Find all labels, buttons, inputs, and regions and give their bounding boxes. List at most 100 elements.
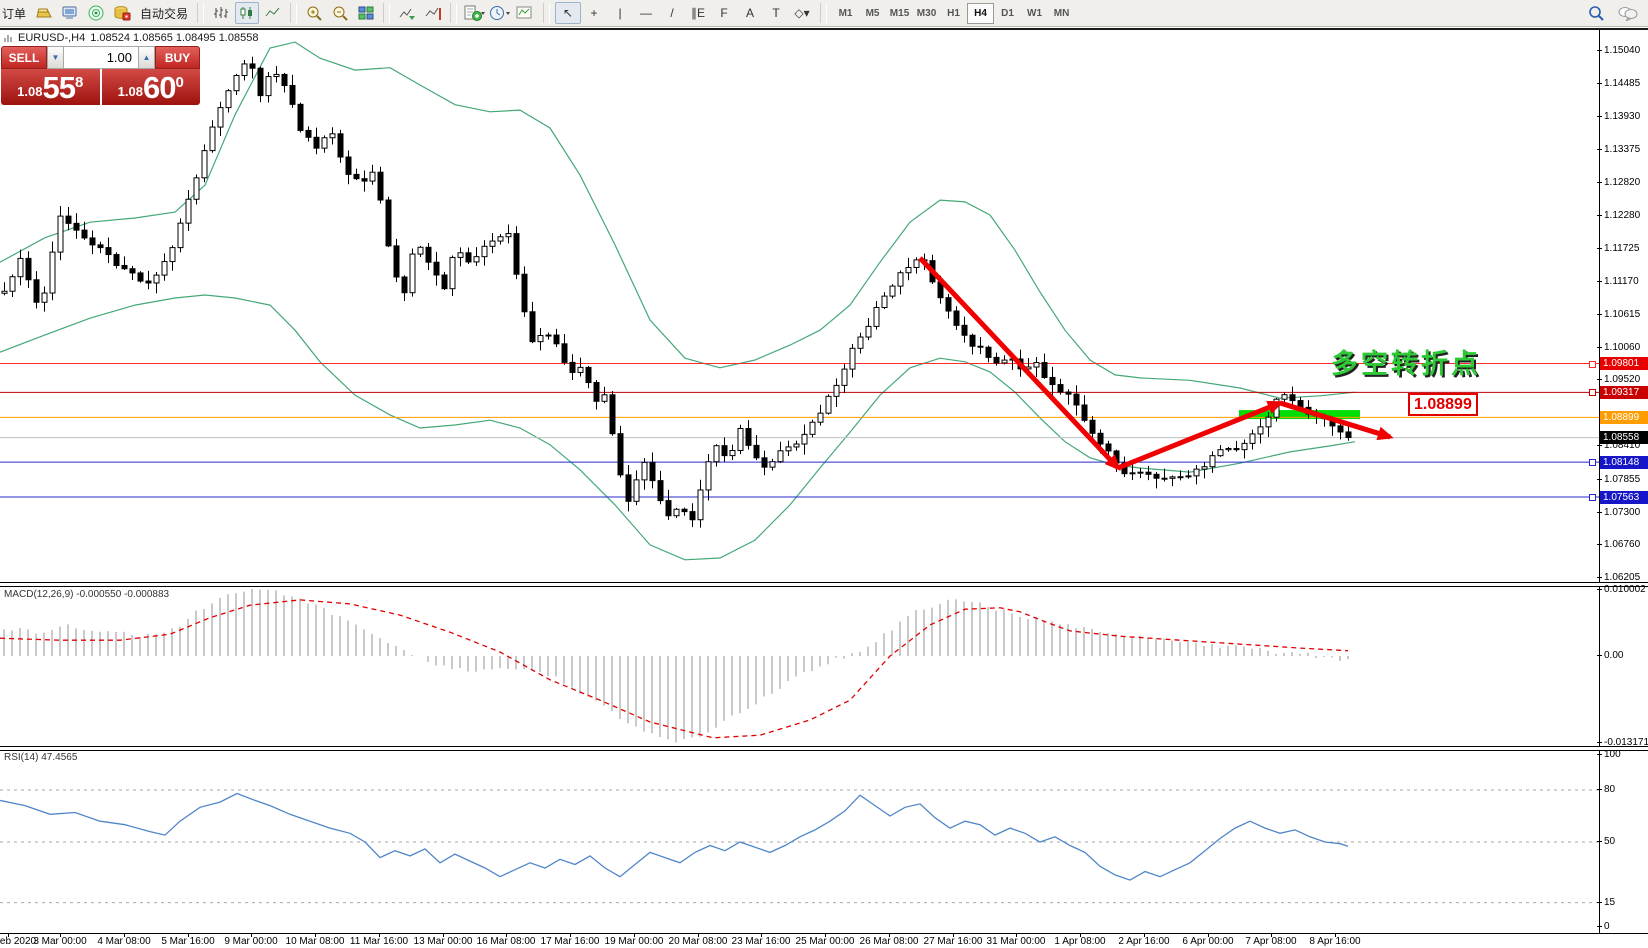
- sell-price-pip: 8: [74, 74, 84, 91]
- price-tick: 1.11725: [1596, 242, 1640, 254]
- price-tag-label[interactable]: 1.08899: [1408, 393, 1478, 417]
- line-anchor-handle[interactable]: [1589, 360, 1596, 368]
- date-tick: [124, 933, 125, 937]
- price-badge: 1.08899: [1600, 410, 1648, 424]
- date-label: 20 Mar 08:00: [668, 936, 728, 947]
- chart-shift-icon[interactable]: [421, 2, 445, 24]
- rsi-axis-tick: 80: [1596, 784, 1616, 795]
- price-tick: 1.15040: [1596, 45, 1641, 56]
- candlestick-chart-icon[interactable]: [235, 2, 260, 24]
- zoom-in-icon[interactable]: [302, 2, 326, 24]
- date-tick: [251, 933, 252, 937]
- turning-point-annotation[interactable]: 多空转折点: [1331, 348, 1481, 379]
- price-tick: 1.10615: [1596, 308, 1641, 320]
- zoom-out-icon[interactable]: [328, 2, 352, 24]
- macd-splitter[interactable]: [0, 582, 1648, 587]
- line-anchor-handle[interactable]: [1589, 494, 1596, 501]
- rsi-axis-tick: 0: [1597, 921, 1610, 932]
- date-tick: [889, 933, 890, 937]
- drawing-tools: ↖ + | — / ∥E F A T ◇▾: [555, 2, 815, 24]
- rsi-axis-tick: 100: [1597, 749, 1621, 761]
- date-label: 31 Mar 00:00: [986, 936, 1046, 947]
- symbol-chart-icon: [4, 34, 13, 43]
- chat-icon[interactable]: [1616, 2, 1640, 24]
- line-anchor-handle[interactable]: [1589, 459, 1596, 467]
- gold-ingot-icon[interactable]: [32, 2, 56, 24]
- one-click-trading-panel: SELL ▼ 1.00 ▲ BUY 1.08 55 8 1.08 60 0: [1, 46, 200, 105]
- chart-header: EURUSD-,H4 1.08524 1.08565 1.08495 1.085…: [4, 32, 258, 44]
- new-order-button[interactable]: 订单: [2, 6, 27, 21]
- period-clock-dropdown-icon[interactable]: [488, 2, 512, 24]
- date-tick: [761, 933, 762, 937]
- timeframe-m1[interactable]: M1: [838, 7, 853, 19]
- auto-scroll-icon[interactable]: [395, 2, 419, 24]
- line-chart-icon[interactable]: [261, 2, 285, 24]
- timeframe-h4[interactable]: H4: [967, 2, 995, 24]
- date-tick: [506, 933, 507, 937]
- buy-price-pip: 0: [175, 74, 184, 91]
- volume-down-button[interactable]: ▼: [47, 46, 64, 69]
- date-label: 11 Mar 16:00: [349, 936, 409, 947]
- buy-price[interactable]: 1.08 60 0: [102, 69, 201, 105]
- timeframe-mn[interactable]: MN: [1053, 7, 1070, 19]
- sell-button[interactable]: SELL: [1, 46, 47, 69]
- line-anchor-handle[interactable]: [1589, 389, 1596, 397]
- trendline-tool[interactable]: /: [670, 6, 674, 20]
- terminal-icon[interactable]: [58, 2, 82, 24]
- channel-tool[interactable]: ∥E: [691, 6, 706, 20]
- toolbar-right: [1584, 2, 1646, 24]
- date-tick: [443, 933, 444, 937]
- symbol-period-label: EURUSD-,H4: [18, 32, 86, 44]
- trend-arrows[interactable]: [918, 256, 1394, 471]
- fibonacci-tool[interactable]: F: [720, 6, 728, 20]
- timeframe-m30[interactable]: M30: [916, 7, 937, 19]
- bar-chart-icon[interactable]: [209, 2, 233, 24]
- date-label: 10 Mar 08:00: [285, 936, 345, 947]
- rsi-splitter[interactable]: [0, 746, 1648, 751]
- search-icon[interactable]: [1584, 2, 1608, 24]
- label-tool[interactable]: T: [772, 6, 780, 20]
- volume-input[interactable]: 1.00: [64, 46, 138, 69]
- vertical-line-tool[interactable]: |: [618, 6, 622, 20]
- date-label: 17 Mar 16:00: [540, 936, 600, 947]
- date-label: 1 Apr 08:00: [1054, 936, 1106, 947]
- timeframe-d1[interactable]: D1: [1001, 7, 1014, 19]
- date-label: 26 Mar 08:00: [859, 936, 919, 947]
- timeframe-w1[interactable]: W1: [1027, 7, 1043, 19]
- price-tick: 1.12280: [1596, 209, 1641, 221]
- indicators-dropdown-icon[interactable]: [514, 2, 538, 24]
- toolbar-separator: [543, 3, 551, 23]
- sell-price[interactable]: 1.08 55 8: [1, 69, 100, 105]
- toolbar-separator: [820, 3, 828, 23]
- ohlc-values: 1.08524 1.08565 1.08495 1.08558: [90, 32, 259, 44]
- date-label: 27 Mar 16:00: [923, 936, 983, 947]
- price-tick: 1.14485: [1596, 78, 1641, 90]
- bollinger-bands: [0, 41, 1356, 561]
- price-tick: 1.13930: [1596, 111, 1641, 123]
- rsi-axis-tick: 50: [1596, 836, 1616, 847]
- horizontal-line-tool[interactable]: —: [640, 6, 653, 20]
- date-tick: [1208, 933, 1209, 937]
- server-icon[interactable]: [110, 2, 134, 24]
- buy-button[interactable]: BUY: [155, 46, 200, 69]
- horizontal-price-lines[interactable]: [0, 363, 1599, 498]
- price-tick: 1.07300: [1596, 506, 1641, 518]
- price-tick: 1.08410: [1596, 440, 1641, 452]
- text-tool[interactable]: A: [746, 6, 755, 20]
- auto-trading-button[interactable]: 自动交易: [140, 6, 189, 21]
- timeframe-m5[interactable]: M5: [865, 7, 880, 19]
- date-label: 7 Apr 08:00: [1245, 936, 1297, 947]
- tile-windows-icon[interactable]: [354, 2, 378, 24]
- green-zone-annotation[interactable]: [1239, 410, 1360, 420]
- volume-up-button[interactable]: ▲: [138, 46, 155, 69]
- timeframe-m15[interactable]: M15: [889, 7, 910, 19]
- price-tick: 1.07855: [1596, 473, 1641, 485]
- price-tick: 1.12820: [1596, 177, 1641, 189]
- arrows-tool[interactable]: ◇▾: [794, 6, 810, 20]
- new-order-dropdown-icon[interactable]: [462, 2, 486, 24]
- timeframe-h1[interactable]: H1: [947, 7, 960, 19]
- cursor-tool[interactable]: ↖: [555, 2, 582, 24]
- crosshair-tool[interactable]: +: [590, 6, 598, 20]
- broadcast-icon[interactable]: [84, 2, 108, 24]
